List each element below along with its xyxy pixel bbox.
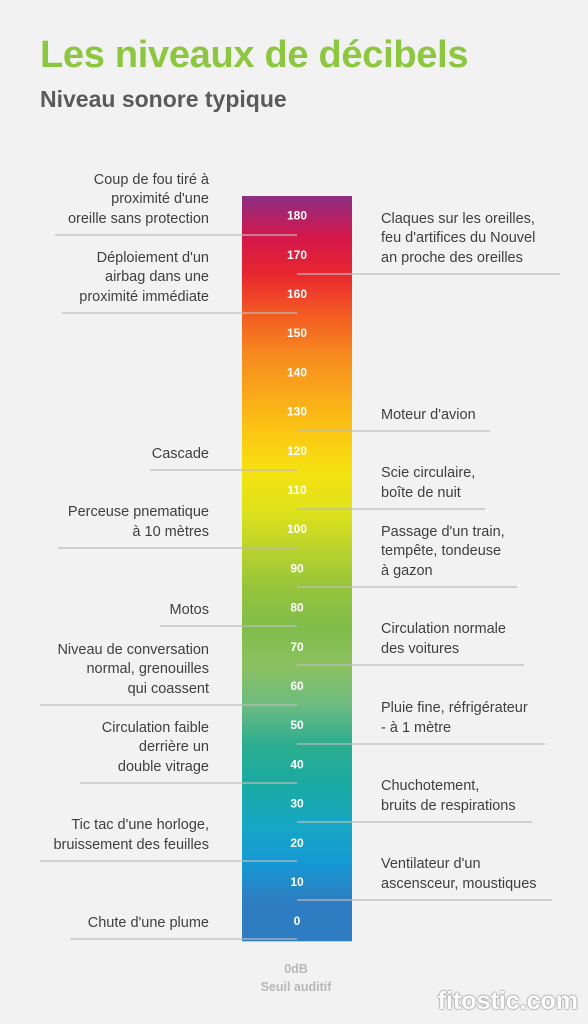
page-subtitle: Niveau sonore typique (40, 86, 287, 112)
right-annotation-30: Chuchotement, bruits de respirations (381, 778, 516, 814)
watermark: fitostic.com (437, 987, 578, 1015)
level-segment-70 (242, 627, 352, 667)
level-value-0: 0 (294, 914, 301, 928)
level-value-20: 20 (290, 836, 304, 850)
right-annotation-170: Claques sur les oreilles, feu d'artifice… (381, 210, 536, 266)
level-value-40: 40 (290, 757, 304, 771)
level-value-90: 90 (290, 561, 304, 575)
page-title: Les niveaux de décibels (40, 34, 469, 76)
left-annotation-80: Motos (169, 601, 210, 618)
level-segment-160 (242, 274, 352, 315)
level-value-120: 120 (287, 444, 307, 458)
level-value-170: 170 (287, 248, 307, 262)
hearing-threshold-label: Seuil auditif (260, 980, 332, 994)
level-segment-10 (242, 862, 352, 903)
left-annotation-0: Chute d'une plume (87, 914, 209, 931)
level-segment-140 (242, 352, 352, 393)
left-annotation-40: Circulation faible derrière un double vi… (101, 719, 209, 775)
level-segment-120 (242, 431, 352, 471)
level-value-130: 130 (287, 405, 307, 419)
left-annotation-180: Coup de fou tiré à proximité d'une oreil… (67, 171, 209, 227)
level-value-10: 10 (290, 875, 304, 889)
level-segment-110 (242, 470, 352, 511)
level-value-100: 100 (287, 522, 307, 536)
left-annotation-120: Cascade (151, 445, 209, 462)
level-segment-180 (242, 196, 352, 236)
level-value-50: 50 (290, 718, 304, 732)
level-value-70: 70 (290, 640, 304, 654)
level-segment-40 (242, 744, 352, 785)
level-segment-130 (242, 392, 352, 432)
left-annotation-160: Déploiement d'un airbag dans une proximi… (79, 249, 209, 305)
level-value-30: 30 (290, 797, 304, 811)
level-segment-60 (242, 666, 352, 707)
level-segment-50 (242, 705, 352, 746)
level-value-80: 80 (290, 601, 304, 615)
right-annotation-50: Pluie fine, réfrigérateur - à 1 mètre (381, 700, 528, 736)
level-segment-170 (242, 235, 352, 275)
level-segment-100 (242, 509, 352, 550)
left-annotation-100: Perceuse pnematique à 10 mètres (67, 504, 209, 540)
level-value-110: 110 (287, 483, 307, 497)
right-annotation-70: Circulation normale des voitures (381, 621, 506, 657)
level-segment-150 (242, 313, 352, 354)
level-value-60: 60 (290, 679, 304, 693)
left-annotation-60: Niveau de conversation normal, grenouill… (57, 641, 209, 697)
zero-db-label: 0dB (284, 962, 308, 976)
right-annotation-10: Ventilateur d'un ascensceur, moustiques (381, 856, 537, 892)
left-annotation-20: Tic tac d'une horloge, bruissement des f… (53, 817, 209, 853)
right-annotation-110: Scie circulaire, boîte de nuit (381, 465, 476, 501)
level-value-150: 150 (287, 326, 307, 340)
level-segment-20 (242, 823, 352, 863)
level-segment-80 (242, 588, 352, 628)
right-annotation-130: Moteur d'avion (381, 406, 476, 423)
level-segment-30 (242, 784, 352, 824)
level-value-160: 160 (287, 287, 307, 301)
level-value-140: 140 (287, 365, 307, 379)
level-segment-0 (242, 901, 352, 942)
right-annotation-90: Passage d'un train, tempête, tondeuse à … (381, 523, 505, 579)
level-segment-90 (242, 548, 352, 589)
level-value-180: 180 (287, 209, 307, 223)
